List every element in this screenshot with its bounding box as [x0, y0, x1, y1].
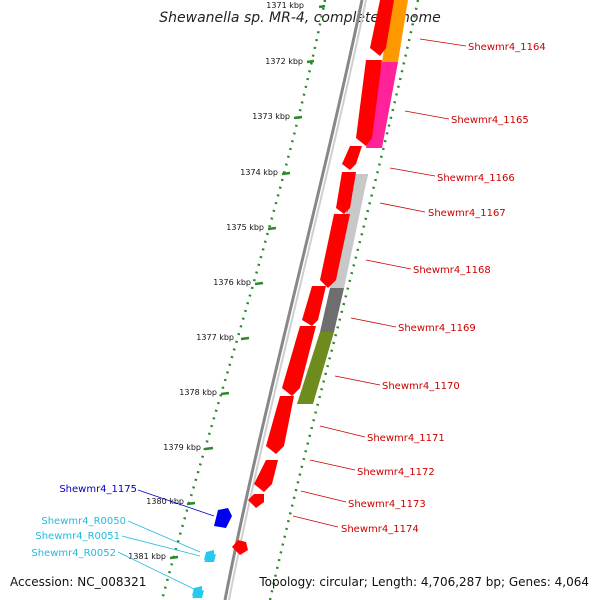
gene-label[interactable]: Shewmr4_1175	[59, 484, 137, 495]
gene-label[interactable]: Shewmr4_1164	[468, 42, 546, 53]
cds-arrow	[356, 60, 382, 146]
cds-arrow	[254, 460, 278, 492]
gene-label[interactable]: Shewmr4_1165	[451, 115, 529, 126]
cds-arrow	[232, 540, 248, 555]
tick-label: 1376 kbp	[213, 278, 251, 287]
gene-1175-arrow	[214, 508, 232, 528]
cds-arrow	[342, 146, 362, 170]
cog-segment-olive	[297, 332, 334, 404]
cog-segment-pink	[366, 62, 398, 148]
tick-label: 1377 kbp	[196, 333, 234, 342]
tick-label: 1372 kbp	[265, 57, 303, 66]
cog-segment-orange	[382, 0, 408, 62]
tick-1380: 1380 kbp	[146, 497, 196, 506]
cds-arrow	[370, 0, 394, 56]
feature-ruler	[268, 0, 420, 600]
gene-label[interactable]: Shewmr4_R0050	[41, 516, 126, 527]
tick-1372: 1372 kbp	[265, 57, 315, 66]
gene-label[interactable]: Shewmr4_R0052	[31, 548, 116, 559]
tick-1373: 1373 kbp	[252, 112, 303, 121]
gene-label[interactable]: Shewmr4_1168	[413, 265, 491, 276]
tick-1377: 1377 kbp	[196, 333, 250, 342]
cds-arrow	[320, 214, 350, 288]
gene-label[interactable]: Shewmr4_1174	[341, 524, 419, 535]
tick-label: 1371 kbp	[266, 1, 304, 10]
cds-arrow	[302, 286, 326, 326]
tick-1371: 1371 kbp	[266, 1, 326, 10]
tick-1381: 1381 kbp	[128, 552, 179, 561]
cog-segment-lightgray-2	[338, 174, 368, 288]
tick-1375: 1375 kbp	[226, 223, 277, 232]
gene-label[interactable]: Shewmr4_R0051	[35, 531, 120, 542]
tick-1379: 1379 kbp	[163, 443, 214, 452]
cds-arrow	[266, 396, 294, 454]
tick-label: 1375 kbp	[226, 223, 264, 232]
right-labels: Shewmr4_1164 Shewmr4_1165 Shewmr4_1166 S…	[292, 38, 546, 535]
left-labels: Shewmr4_1175 Shewmr4_R0050 Shewmr4_R0051…	[31, 484, 215, 591]
tick-1378: 1378 kbp	[179, 388, 230, 397]
tick-label: 1373 kbp	[252, 112, 290, 121]
cds-arrow	[336, 172, 356, 214]
gene-label[interactable]: Shewmr4_1167	[428, 208, 506, 219]
tick-label: 1378 kbp	[179, 388, 217, 397]
cds-arrow	[248, 494, 264, 508]
accession-text: Accession: NC_008321	[10, 575, 146, 589]
cds-track	[232, 0, 394, 555]
genome-backbone	[223, 0, 364, 600]
gene-label[interactable]: Shewmr4_1171	[367, 433, 445, 444]
map-title: Shewanella sp. MR-4, complete genome	[159, 10, 440, 26]
scale-ticks: 1371 kbp 1372 kbp 1373 kbp 1374 kbp 1375…	[128, 1, 326, 561]
tick-label: 1374 kbp	[240, 168, 278, 177]
cds-arrow	[282, 326, 316, 396]
cog-segment-darkgray	[320, 288, 344, 332]
tick-label: 1379 kbp	[163, 443, 201, 452]
gene-label[interactable]: Shewmr4_1170	[382, 381, 460, 392]
rna-arrow	[204, 554, 216, 562]
rna-arrow	[192, 590, 204, 598]
gene-label[interactable]: Shewmr4_1172	[357, 467, 435, 478]
tick-1376: 1376 kbp	[213, 278, 264, 287]
topology-text: Topology: circular; Length: 4,706,287 bp…	[258, 575, 589, 589]
genome-backbone-shadow	[228, 0, 367, 600]
gene-label[interactable]: Shewmr4_1169	[398, 323, 476, 334]
gene-label[interactable]: Shewmr4_1173	[348, 499, 426, 510]
tick-1374: 1374 kbp	[240, 168, 291, 177]
gene-label[interactable]: Shewmr4_1166	[437, 173, 515, 184]
tick-label: 1381 kbp	[128, 552, 166, 561]
tick-label: 1380 kbp	[146, 497, 184, 506]
